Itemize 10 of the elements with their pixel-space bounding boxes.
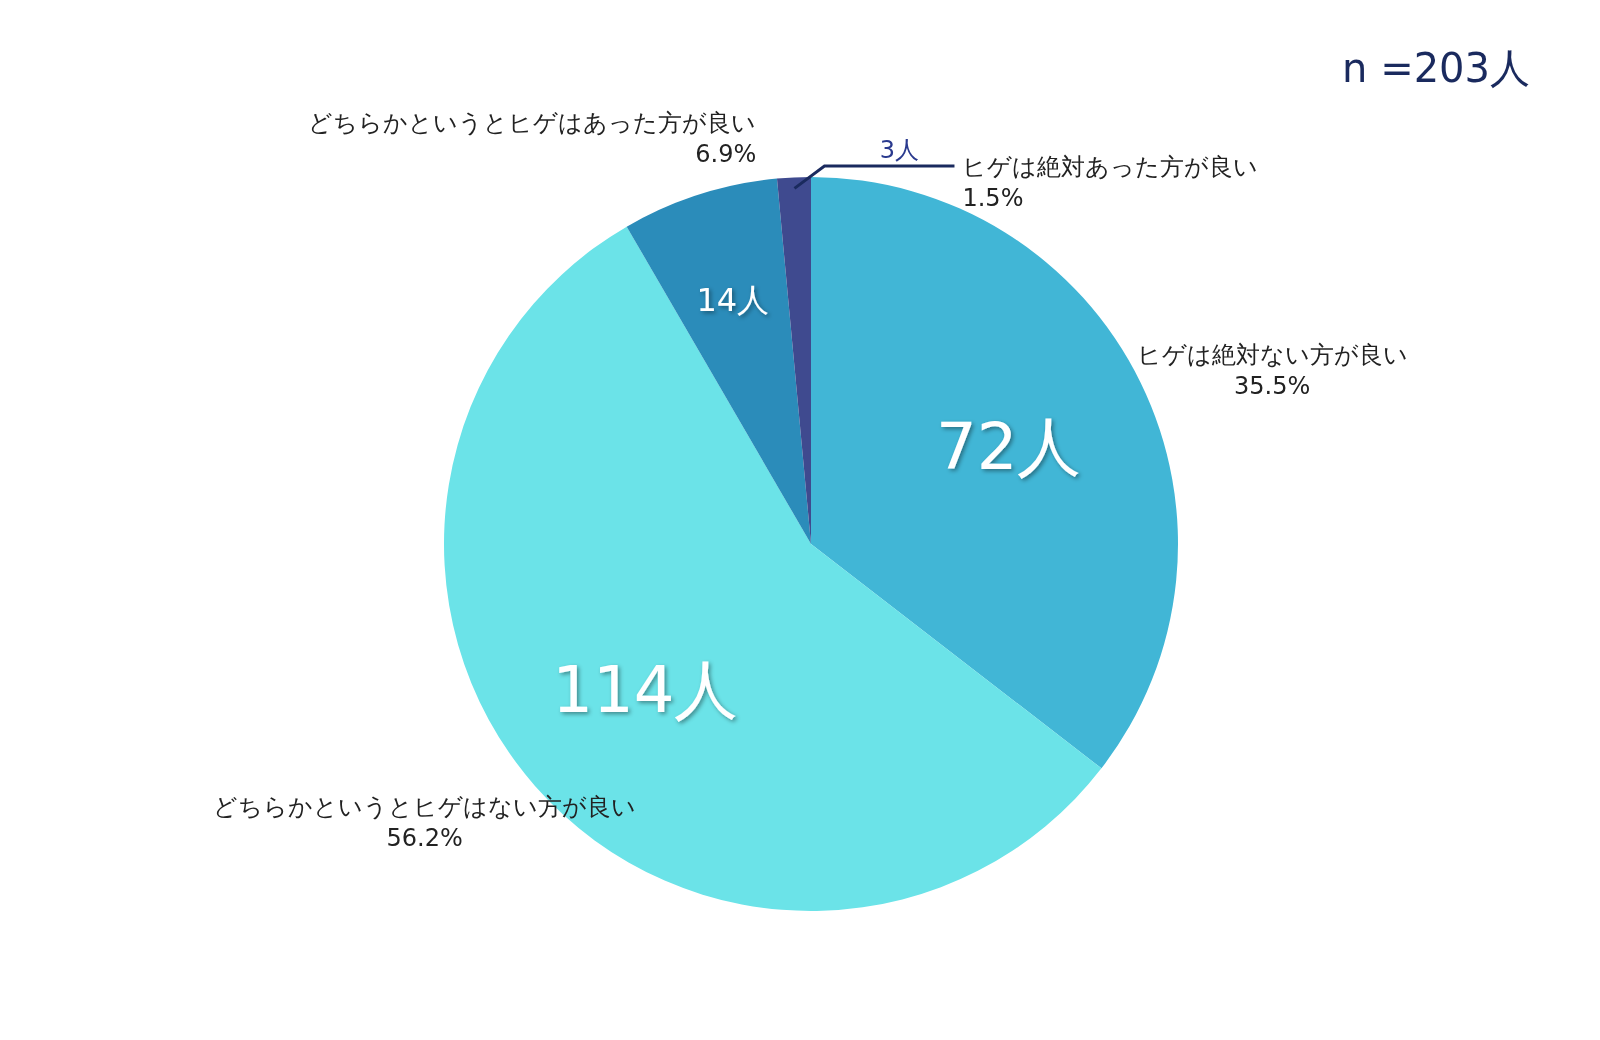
data-label: 72人 (935, 410, 1082, 485)
data-label: 114人 (552, 652, 739, 727)
chart-title: n =203人 (1342, 45, 1530, 91)
slice-label: ヒゲは絶対あった方が良い 1.5% (962, 152, 1259, 213)
slice-label: ヒゲは絶対ない方が良い 35.5% (1136, 340, 1408, 400)
pie-slice (626, 178, 811, 544)
slice-label: どちらかというとヒゲはない方が良い 56.2% (213, 792, 637, 853)
data-label: 14人 (696, 280, 770, 319)
data-label: 3人 (879, 135, 920, 164)
slice-label: どちらかというとヒゲはあった方が良い 6.9% (308, 109, 757, 169)
